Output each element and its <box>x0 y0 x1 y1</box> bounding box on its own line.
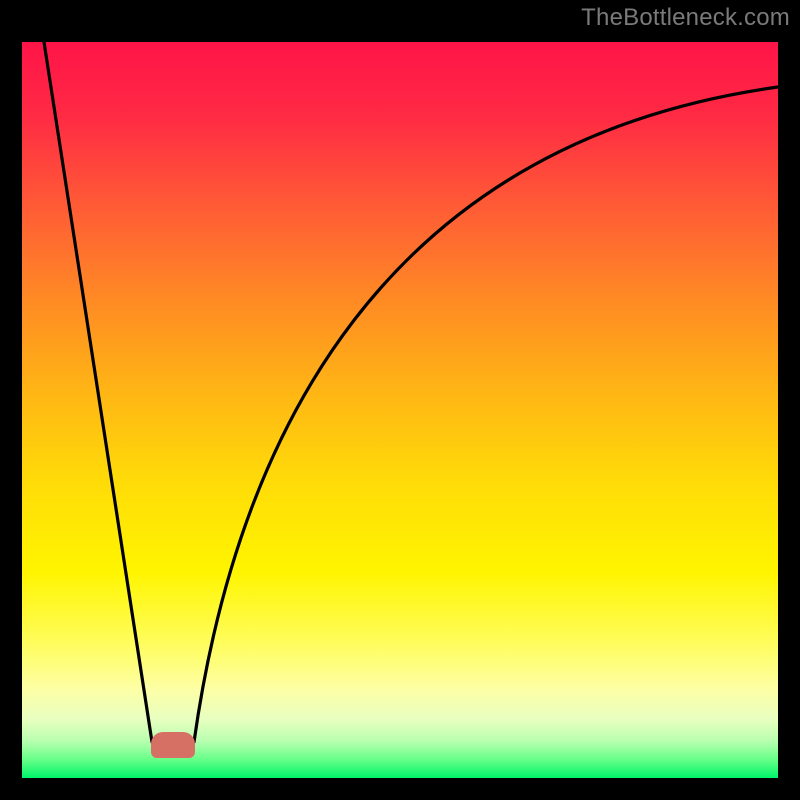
curve-right-branch <box>194 87 778 742</box>
chart-frame: TheBottleneck.com <box>0 0 800 800</box>
watermark-text: TheBottleneck.com <box>581 4 790 32</box>
plot-area <box>22 42 778 778</box>
curve-left-branch <box>44 42 152 742</box>
bottleneck-curves <box>22 42 778 778</box>
optimal-point-marker <box>151 732 195 758</box>
